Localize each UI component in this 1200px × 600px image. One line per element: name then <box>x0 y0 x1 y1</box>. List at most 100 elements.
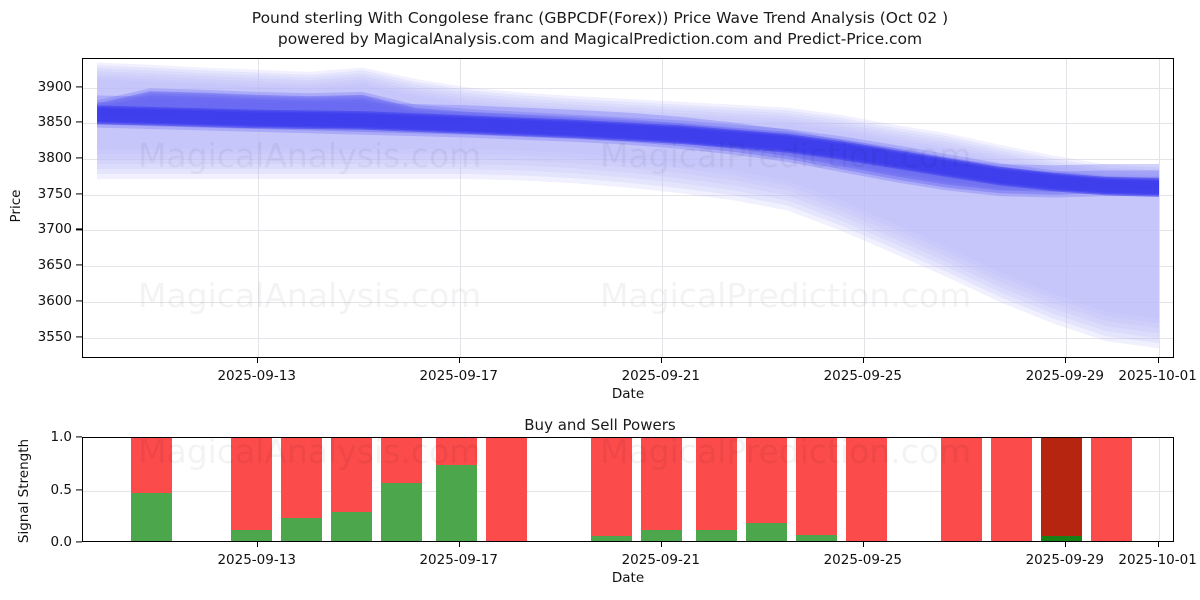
signal-x-tick-label: 2025-09-13 <box>217 552 296 568</box>
wave-outer-band <box>97 68 1159 339</box>
wave-outer-band <box>97 74 1159 329</box>
sell-power-segment <box>641 438 682 530</box>
signal-y-tick-mark <box>76 488 82 491</box>
signal-x-tick-mark <box>256 542 258 547</box>
price-wave-chart <box>82 58 1174 358</box>
signal-y-tick-label: 0.5 <box>50 481 72 498</box>
price-y-tick-label: 3600 <box>37 292 72 309</box>
price-gridline-h <box>83 159 1173 160</box>
sell-power-segment <box>331 438 372 512</box>
wave-outer-band <box>97 65 1159 344</box>
signal-bar[interactable] <box>941 438 982 541</box>
price-gridline-v <box>257 59 259 357</box>
signal-bar[interactable] <box>796 438 837 541</box>
signal-bar[interactable] <box>485 438 527 541</box>
buy-sell-powers-chart <box>82 437 1174 542</box>
price-gridline-h <box>83 301 1173 303</box>
signal-bar[interactable] <box>436 438 477 541</box>
signal-bar[interactable] <box>281 438 322 541</box>
price-y-tick-mark <box>76 300 82 302</box>
signal-plot-area <box>82 437 1174 542</box>
price-y-tick-mark <box>76 86 82 88</box>
signal-y-tick-label: 0.0 <box>50 534 72 550</box>
price-gridline-h <box>83 87 1173 89</box>
buy-power-segment <box>130 493 172 541</box>
signal-bar[interactable] <box>1091 438 1132 541</box>
buy-power-segment <box>436 464 477 541</box>
price-y-tick-mark <box>76 121 82 123</box>
signal-x-tick-mark <box>660 542 662 547</box>
signal-y-axis: 0.0 0.5 1.0 Signal Strength <box>0 429 82 550</box>
price-y-tick-label: 3750 <box>37 185 72 202</box>
price-y-axis-title: Price <box>8 189 24 223</box>
price-x-tick-mark <box>256 358 258 363</box>
price-gridline-v <box>459 59 461 357</box>
signal-bar[interactable] <box>591 438 632 541</box>
sell-power-segment <box>941 438 982 541</box>
wave-outer-band <box>97 62 1159 349</box>
price-gridline-v <box>661 59 663 357</box>
sell-power-segment <box>991 438 1032 541</box>
wave-outer-band <box>97 79 1159 319</box>
price-y-tick-mark <box>76 228 82 230</box>
signal-bar[interactable] <box>1041 438 1082 541</box>
price-gridline-h <box>83 337 1173 339</box>
price-x-tick-mark <box>1157 358 1159 363</box>
signal-bar[interactable] <box>846 438 887 541</box>
price-wave-bands <box>97 62 1159 349</box>
signal-x-tick-mark <box>1064 542 1066 547</box>
signal-bar[interactable] <box>231 438 272 541</box>
signal-x-tick-label: 2025-09-25 <box>823 552 903 568</box>
price-y-axis: 3900 3850 3800 3750 3700 3650 3600 3550 Price <box>0 58 82 358</box>
sell-power-segment <box>796 438 837 536</box>
price-y-tick-label: 3850 <box>37 114 72 131</box>
signal-x-axis-title: Date <box>611 570 645 586</box>
signal-bar[interactable] <box>991 438 1032 541</box>
signal-x-tick-label: 2025-10-01 <box>1118 552 1197 568</box>
signal-x-axis: 2025-09-13 2025-09-17 2025-09-21 2025-09-25… <box>82 542 1197 586</box>
signal-chart-title: Buy and Sell Powers <box>524 416 676 434</box>
price-x-tick-label: 2025-09-13 <box>217 368 296 384</box>
signal-bar[interactable] <box>696 438 737 541</box>
price-gridline-v <box>1065 59 1067 357</box>
signal-x-tick-label: 2025-09-17 <box>419 552 498 568</box>
price-y-tick-mark <box>76 336 82 338</box>
price-y-tick-label: 3550 <box>37 328 72 345</box>
signal-bar[interactable] <box>641 438 682 541</box>
signal-y-tick-label: 1.0 <box>50 429 72 445</box>
signal-x-tick-mark <box>458 542 460 547</box>
buy-power-segment <box>746 523 787 541</box>
price-y-tick-label: 3650 <box>37 257 72 274</box>
signal-bar[interactable] <box>381 438 422 541</box>
price-x-tick-label: 2025-09-25 <box>823 368 903 384</box>
signal-gridline-v <box>1158 438 1160 541</box>
sell-power-segment <box>281 438 322 518</box>
signal-bar[interactable] <box>331 438 372 541</box>
signal-y-tick-mark <box>76 541 82 543</box>
price-x-tick-mark <box>458 358 460 363</box>
sell-power-segment <box>130 438 172 494</box>
price-gridline-v <box>1158 59 1160 357</box>
price-y-tick-label: 3900 <box>37 78 72 95</box>
signal-y-axis-title: Signal Strength <box>16 438 32 544</box>
price-x-tick-label: 2025-09-17 <box>419 368 498 384</box>
signal-x-tick-mark <box>862 542 864 547</box>
price-plot-area <box>82 58 1174 358</box>
price-x-tick-label: 2025-09-29 <box>1025 368 1105 384</box>
sell-power-segment <box>436 438 477 465</box>
sell-power-segment <box>1041 438 1082 536</box>
price-gridline-h <box>83 230 1173 232</box>
page-title: Pound sterling With Congolese franc (GBP… <box>0 8 1200 50</box>
signal-bar[interactable] <box>746 438 787 541</box>
sell-power-segment <box>381 438 422 484</box>
buy-power-segment <box>796 535 837 541</box>
signal-y-tick-mark <box>76 436 82 438</box>
sell-power-segment <box>485 438 527 541</box>
price-gridline-h <box>83 194 1173 196</box>
sell-power-segment <box>696 438 737 530</box>
price-x-tick-label: 2025-09-21 <box>621 368 701 384</box>
buy-power-segment <box>591 535 632 541</box>
wave-core-line <box>97 105 1159 197</box>
buy-power-segment <box>381 483 422 541</box>
signal-bar[interactable] <box>130 438 172 541</box>
